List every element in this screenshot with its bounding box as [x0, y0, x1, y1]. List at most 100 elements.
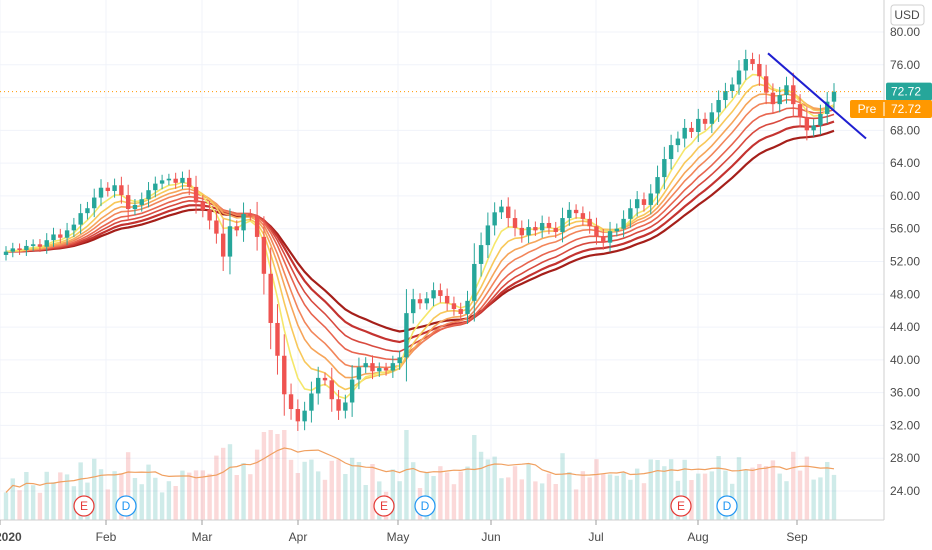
- candle: [302, 401, 307, 431]
- volume-bar: [404, 430, 409, 520]
- candle: [478, 232, 484, 277]
- volume-bar: [78, 462, 83, 520]
- volume-bar: [10, 478, 15, 520]
- volume-bar: [220, 447, 226, 520]
- candle: [200, 195, 206, 218]
- volume-bar: [825, 462, 830, 520]
- candle: [288, 383, 294, 420]
- volume-bar: [411, 462, 416, 520]
- candle: [234, 220, 239, 237]
- volume-bar: [587, 477, 592, 520]
- volume-bar: [343, 474, 348, 520]
- volume-bar: [146, 464, 151, 520]
- earnings-marker[interactable]: E: [670, 495, 692, 517]
- candle: [831, 83, 837, 111]
- candle: [560, 207, 565, 243]
- volume-bar: [485, 459, 491, 520]
- price-tick-label: 60.00: [890, 189, 920, 203]
- volume-bar: [763, 466, 769, 520]
- volume-bar: [51, 482, 56, 520]
- candle: [254, 201, 260, 251]
- candle: [506, 197, 511, 228]
- volume-bar: [234, 475, 239, 520]
- time-tick-label: Jul: [588, 530, 603, 544]
- earnings-marker[interactable]: E: [373, 495, 395, 517]
- volume-bar: [336, 459, 341, 520]
- volume-bar: [512, 466, 518, 520]
- volume-bar: [811, 479, 816, 520]
- volume-bar: [818, 477, 823, 520]
- candle: [309, 381, 314, 423]
- candle: [187, 169, 192, 196]
- currency-button[interactable]: USD: [890, 4, 925, 26]
- volume-bar: [743, 470, 748, 520]
- candle: [716, 90, 721, 122]
- volume-bar: [356, 462, 362, 520]
- volume-bar: [723, 470, 728, 520]
- volume-bar: [268, 430, 273, 520]
- volume-bar: [444, 472, 450, 520]
- volume-bar: [275, 434, 280, 520]
- candle: [431, 282, 436, 307]
- volume-bar: [139, 484, 144, 520]
- candle: [214, 210, 219, 244]
- candle: [159, 174, 165, 190]
- volume-bar: [757, 464, 762, 520]
- candle: [132, 199, 138, 215]
- candle: [736, 60, 742, 95]
- candle: [92, 188, 97, 218]
- candle: [241, 202, 246, 242]
- trendline[interactable]: [767, 52, 867, 140]
- candle: [444, 288, 450, 311]
- volume-bar: [777, 473, 782, 520]
- earnings-marker[interactable]: E: [73, 495, 95, 517]
- volume-bar: [573, 489, 579, 520]
- candle: [139, 192, 144, 212]
- time-axis[interactable]: 2020 Feb Mar Apr May Jun Jul Aug Sep: [0, 520, 808, 544]
- volume-bar: [682, 459, 687, 520]
- candle: [696, 108, 701, 142]
- dividend-marker[interactable]: D: [115, 495, 137, 517]
- volume-bar: [797, 470, 803, 520]
- candle: [784, 76, 789, 104]
- volume-bar: [580, 471, 586, 520]
- volume-bar: [64, 474, 70, 520]
- volume-bar: [397, 481, 402, 520]
- volume-bar: [628, 479, 633, 520]
- volume-bar: [431, 476, 436, 520]
- price-tick-label: 52.00: [890, 255, 920, 269]
- volume-bar: [614, 475, 620, 520]
- candle: [791, 72, 796, 117]
- dividend-marker[interactable]: D: [716, 495, 738, 517]
- candle: [282, 334, 287, 416]
- dividend-marker[interactable]: D: [414, 495, 436, 517]
- price-tick-label: 68.00: [890, 123, 920, 137]
- candle: [689, 121, 694, 138]
- volume-bar: [641, 483, 647, 520]
- ema-line: [5, 73, 835, 400]
- volume-bar: [282, 430, 287, 520]
- volume-bar: [607, 474, 613, 520]
- volume-bar: [254, 449, 260, 520]
- volume-bar: [214, 455, 219, 520]
- volume-bar: [546, 473, 552, 520]
- volume-bar: [37, 492, 43, 520]
- candle: [356, 357, 362, 390]
- volume-bar: [716, 456, 721, 520]
- candle: [458, 302, 463, 321]
- candle: [343, 394, 348, 419]
- volume-ma-line: [5, 447, 835, 493]
- volume-bar: [668, 459, 674, 520]
- last-price-tag: 72.72: [886, 82, 932, 101]
- event-marker-label: E: [80, 499, 88, 513]
- volume-bar: [438, 466, 443, 520]
- candle: [166, 173, 172, 186]
- candle: [220, 219, 226, 272]
- candle: [207, 200, 212, 230]
- chart-overlay: [0, 52, 884, 140]
- time-tick-label: Jun: [481, 530, 500, 544]
- candle: [777, 86, 782, 113]
- candle: [349, 365, 355, 417]
